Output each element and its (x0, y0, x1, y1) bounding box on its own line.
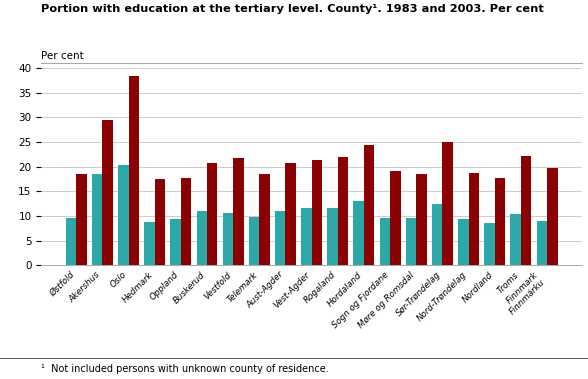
Bar (66, 218, 76, 265)
Bar (338, 157, 348, 265)
Bar (102, 120, 113, 265)
Bar (364, 144, 375, 265)
Bar (469, 173, 479, 265)
Bar (286, 163, 296, 265)
Bar (129, 75, 139, 265)
Bar (223, 213, 233, 265)
Bar (196, 211, 207, 265)
Bar (301, 208, 312, 265)
Bar (442, 142, 453, 265)
Bar (171, 219, 181, 265)
Bar (155, 179, 165, 265)
Bar (233, 158, 243, 265)
Bar (485, 223, 495, 265)
Bar (181, 178, 191, 265)
Bar (432, 204, 442, 265)
Bar (510, 214, 521, 265)
Bar (312, 160, 322, 265)
Bar (328, 208, 338, 265)
Bar (118, 165, 129, 265)
Bar (495, 178, 505, 265)
Bar (380, 218, 390, 265)
Bar (249, 216, 259, 265)
Bar (259, 174, 270, 265)
Text: Portion with education at the tertiary level. County¹. 1983 and 2003. Per cent: Portion with education at the tertiary l… (41, 4, 544, 14)
Bar (353, 201, 364, 265)
Bar (390, 171, 400, 265)
Bar (76, 174, 86, 265)
Bar (416, 174, 427, 265)
Bar (537, 221, 547, 265)
Bar (521, 156, 532, 265)
Text: ¹  Not included persons with unknown county of residence.: ¹ Not included persons with unknown coun… (41, 364, 329, 374)
Bar (275, 211, 286, 265)
Bar (144, 222, 155, 265)
Text: Per cent: Per cent (41, 51, 84, 61)
Bar (207, 163, 218, 265)
Bar (547, 168, 557, 265)
Bar (406, 218, 416, 265)
Bar (458, 219, 469, 265)
Bar (92, 174, 102, 265)
